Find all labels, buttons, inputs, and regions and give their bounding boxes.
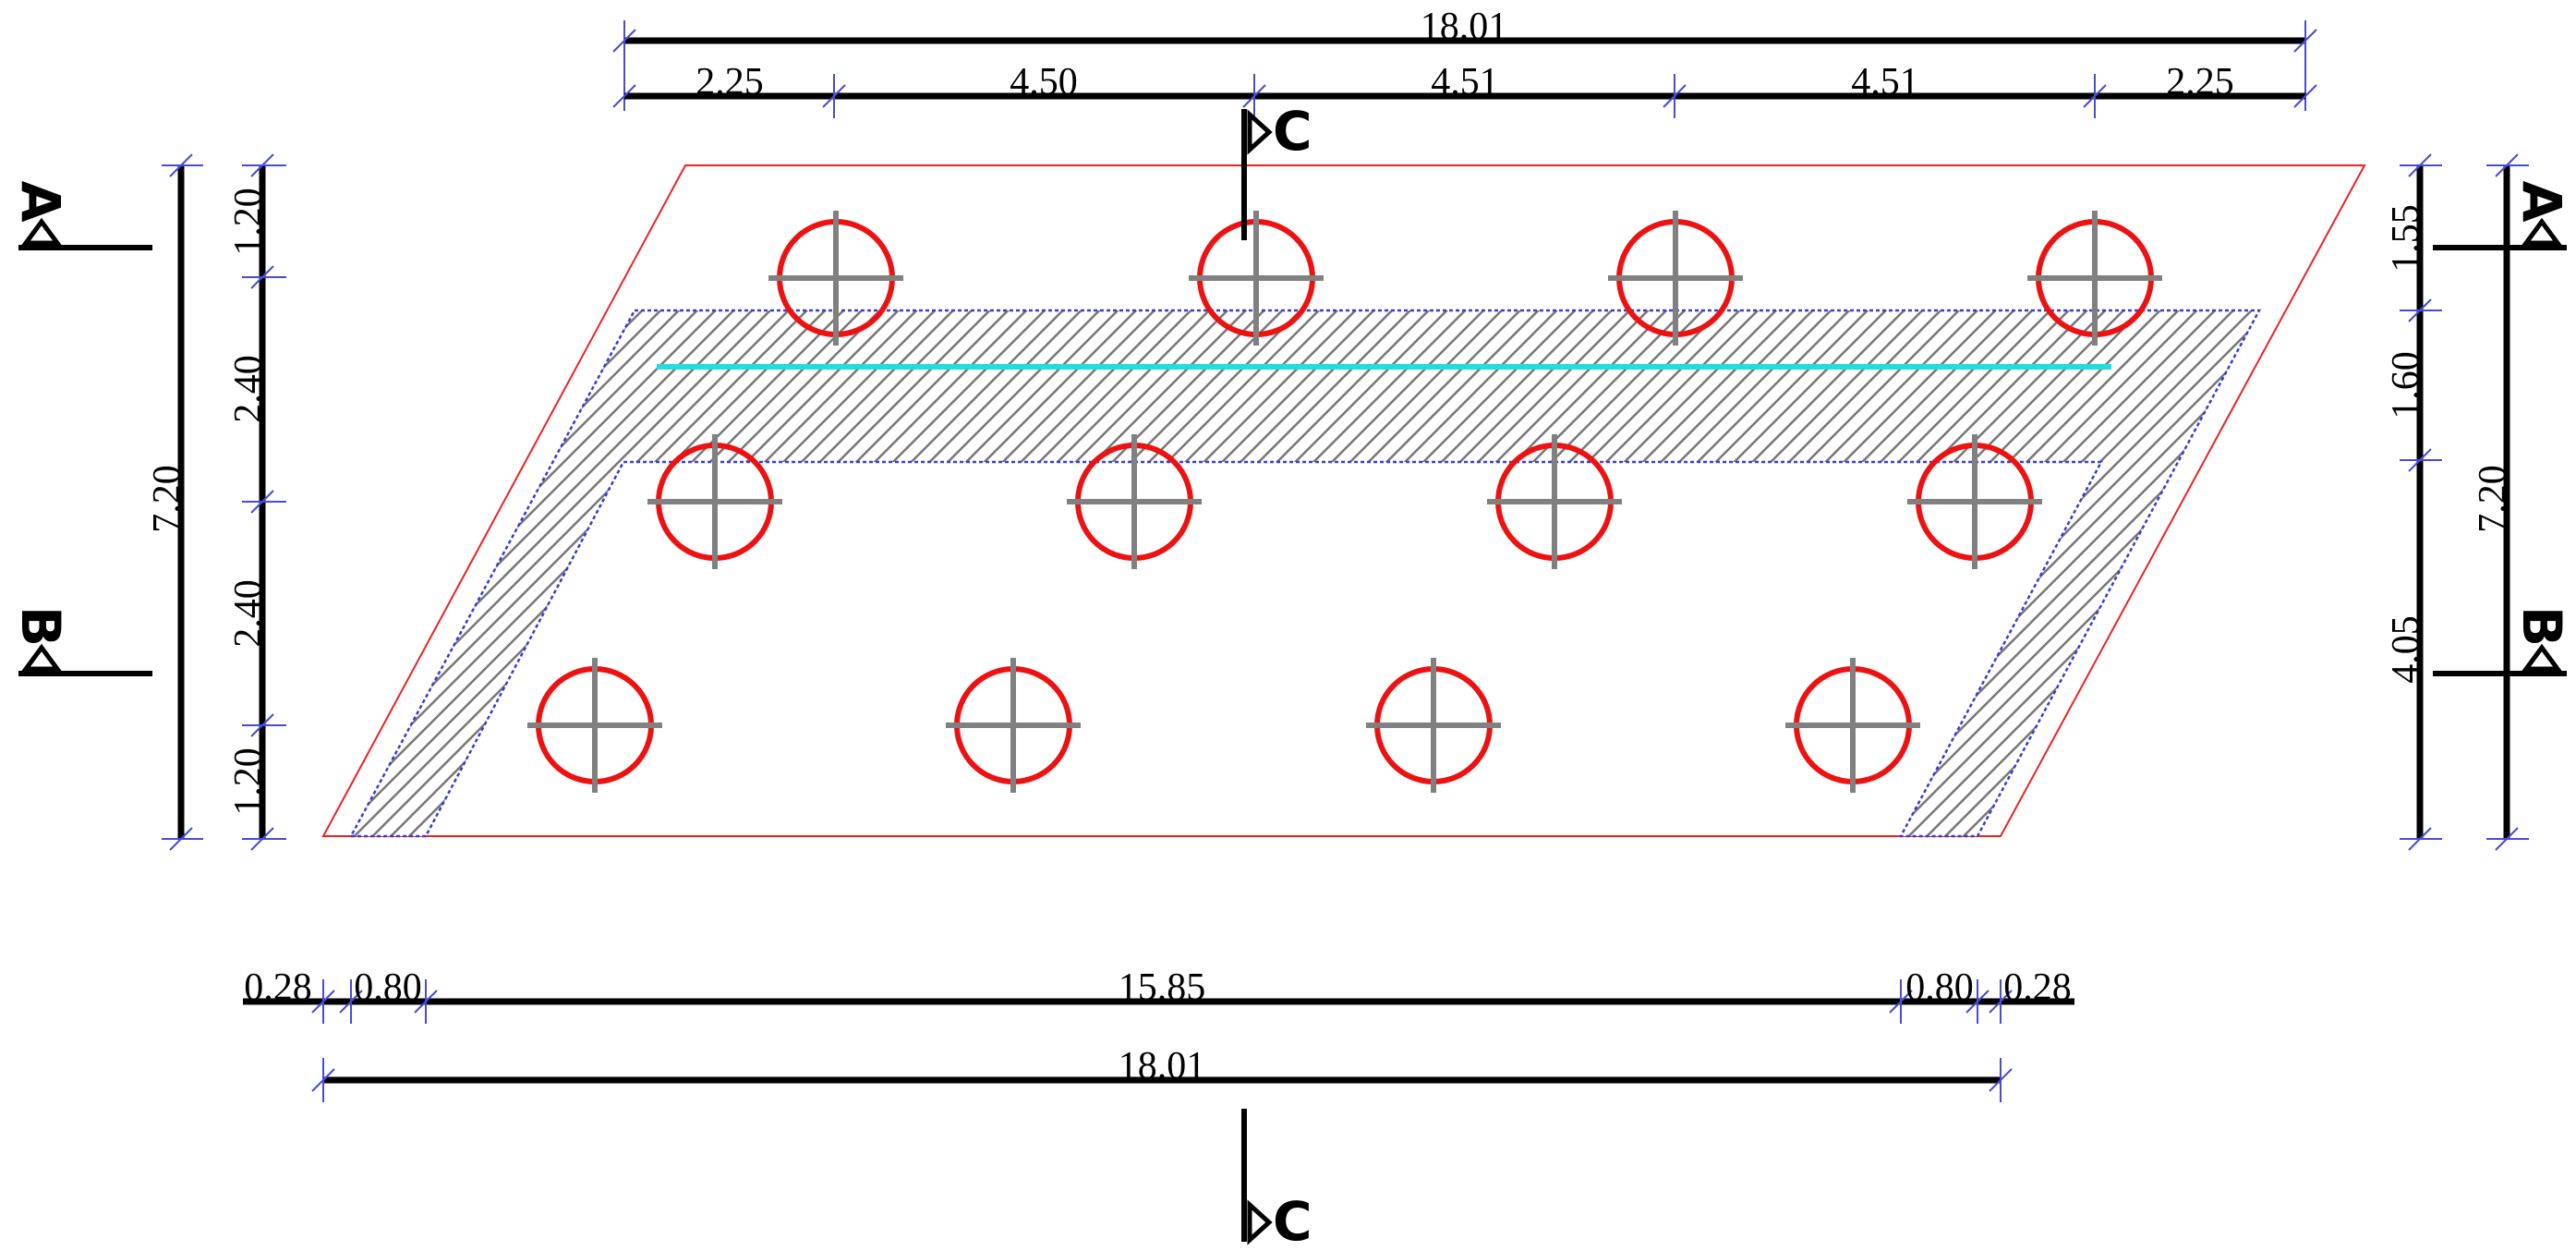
bottom-seg-2-label: 0.80 [354, 966, 422, 1009]
section-a-right-letter: A [2510, 181, 2573, 223]
pile-icon [527, 658, 662, 793]
pile-icon [2027, 211, 2162, 346]
section-mark-c-bottom: C [1241, 1109, 1312, 1251]
right-overall-label: 7.20 [2472, 465, 2514, 533]
pile-icon [1189, 211, 1324, 346]
top-dimension-overall: 18.01 [612, 6, 2317, 111]
right-seg-2-label: 1.60 [2385, 351, 2427, 419]
pile-icon [1785, 658, 1920, 793]
section-arrow-icon [21, 643, 62, 672]
section-mark-b-left: B [9, 606, 152, 676]
section-mark-a-left: A [9, 181, 152, 250]
section-arrow-icon [2522, 643, 2562, 672]
pile-icon [1608, 211, 1743, 346]
top-dimension-segments: 2.25 4.50 4.51 4.51 2.25 [612, 61, 2317, 118]
left-overall-label: 7.20 [146, 465, 188, 533]
section-arrow-icon [2522, 217, 2562, 246]
right-seg-3-label: 4.05 [2385, 615, 2427, 684]
left-dimension-overall: 7.20 [146, 153, 203, 851]
pile-icon [1366, 658, 1501, 793]
section-mark-c-top: C [1241, 100, 1312, 240]
bottom-dimension-overall: 18.01 [311, 1045, 2013, 1102]
left-seg-2-label: 2.40 [227, 355, 270, 423]
pile-icon [647, 434, 782, 569]
right-dimension-segments: 1.55 1.60 4.05 [2385, 153, 2442, 851]
pile-icon [946, 658, 1081, 793]
section-mark-a-right: A [2433, 181, 2573, 250]
pile-icon [1487, 434, 1622, 569]
section-c-bottom-letter: C [1273, 1190, 1312, 1251]
left-seg-1-label: 1.20 [227, 188, 270, 256]
right-seg-1-label: 1.55 [2385, 204, 2427, 273]
bottom-seg-4-label: 0.80 [1905, 966, 1974, 1009]
bottom-seg-3-label: 15.85 [1119, 966, 1206, 1009]
bottom-overall-label: 18.01 [1119, 1045, 1206, 1087]
section-b-right-letter: B [2510, 606, 2573, 647]
top-seg-2-label: 4.50 [1010, 61, 1078, 103]
top-seg-3-label: 4.51 [1431, 61, 1499, 103]
piles-group [527, 211, 2162, 793]
bottom-dimension-segments: 0.28 0.80 15.85 0.80 0.28 [243, 966, 2074, 1024]
right-dimension-overall: 7.20 [2472, 153, 2529, 851]
section-b-left-letter: B [9, 606, 72, 647]
pile-icon [1907, 434, 2042, 569]
top-overall-label: 18.01 [1421, 6, 1508, 48]
wall-hatched-band [348, 309, 2262, 838]
pile-icon [1067, 434, 1202, 569]
bottom-seg-5-label: 0.28 [2003, 966, 2072, 1009]
section-c-top-letter: C [1273, 100, 1312, 163]
section-a-left-letter: A [9, 181, 72, 223]
top-seg-5-label: 2.25 [2166, 61, 2234, 103]
bottom-seg-1-label: 0.28 [244, 966, 312, 1009]
left-seg-4-label: 1.20 [227, 747, 270, 816]
section-arrow-icon [1247, 1199, 1273, 1245]
top-seg-1-label: 2.25 [695, 61, 764, 103]
section-mark-b-right: B [2433, 606, 2573, 676]
pile-cap-outline [321, 164, 2366, 837]
section-arrow-icon [21, 217, 62, 246]
pile-icon [768, 211, 903, 346]
left-seg-3-label: 2.40 [227, 579, 270, 648]
section-arrow-icon [1247, 109, 1273, 155]
left-dimension-segments: 1.20 2.40 2.40 1.20 [227, 153, 286, 851]
top-seg-4-label: 4.51 [1851, 61, 1919, 103]
